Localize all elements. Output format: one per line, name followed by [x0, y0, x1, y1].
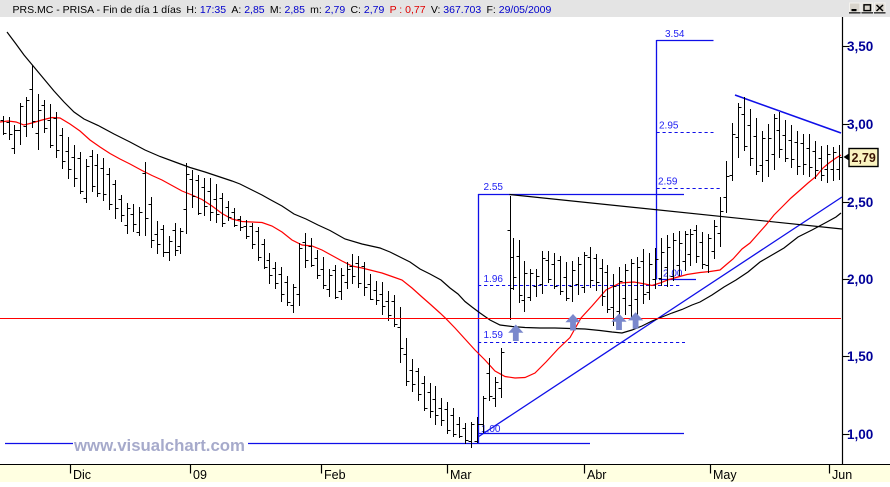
svg-text:May: May [713, 468, 737, 482]
svg-text:Abr: Abr [587, 468, 606, 482]
svg-text:2.95: 2.95 [659, 121, 679, 132]
svg-text:Feb: Feb [324, 468, 346, 482]
svg-text:09: 09 [193, 468, 207, 482]
svg-text:Mar: Mar [450, 468, 472, 482]
svg-text:1,50: 1,50 [847, 349, 873, 364]
svg-text:3,50: 3,50 [847, 39, 873, 54]
svg-text:2.55: 2.55 [484, 182, 504, 193]
svg-text:1.96: 1.96 [484, 274, 504, 285]
svg-text:1,00: 1,00 [847, 427, 873, 442]
svg-text:1.59: 1.59 [484, 330, 504, 341]
svg-text:2.00: 2.00 [663, 269, 683, 280]
svg-text:2,79: 2,79 [852, 151, 876, 165]
svg-text:Dic: Dic [73, 468, 91, 482]
svg-text:2,00: 2,00 [847, 272, 873, 287]
svg-text:www.visualchart.com: www.visualchart.com [73, 436, 245, 455]
svg-text:1,00: 1,00 [481, 424, 501, 435]
svg-text:3,00: 3,00 [847, 117, 873, 132]
svg-text:2.59: 2.59 [658, 177, 678, 188]
svg-text:2,50: 2,50 [847, 195, 873, 210]
svg-text:Jun: Jun [832, 468, 852, 482]
svg-text:3.54: 3.54 [665, 29, 685, 40]
svg-text:PRS.MC - PRISA - Fin de día 1: PRS.MC - PRISA - Fin de día 1 días H: 17… [13, 4, 552, 16]
